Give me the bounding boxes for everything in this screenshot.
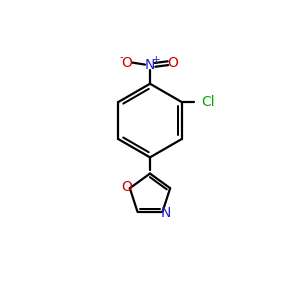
Text: O: O	[122, 180, 132, 194]
Text: Cl: Cl	[201, 95, 214, 109]
Text: N: N	[160, 206, 171, 220]
Text: N: N	[145, 58, 155, 73]
Text: +: +	[152, 55, 160, 64]
Text: O: O	[167, 56, 178, 70]
Text: O: O	[122, 56, 133, 70]
Text: -: -	[119, 52, 123, 62]
